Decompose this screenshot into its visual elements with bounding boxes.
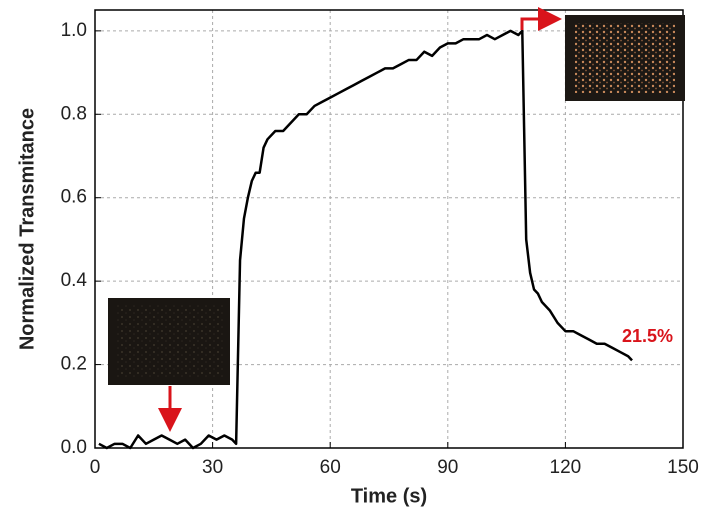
y-tick-label: 1.0 <box>61 20 87 41</box>
y-tick-label: 0.8 <box>61 103 87 124</box>
data-line <box>98 29 633 450</box>
x-tick-label: 150 <box>667 457 699 478</box>
y-tick-label: 0.0 <box>61 437 87 458</box>
y-tick-label: 0.2 <box>61 354 87 375</box>
y-tick-label: 0.6 <box>61 187 87 208</box>
annotation: 21.5% <box>622 326 673 346</box>
y-axis-title: Normalized Transmitance <box>16 108 38 350</box>
x-tick-label: 120 <box>550 457 582 478</box>
inset-high <box>565 15 685 101</box>
x-tick-label: 0 <box>90 457 101 478</box>
x-tick-label: 30 <box>202 457 223 478</box>
inset-low <box>108 298 230 385</box>
x-axis-title: Time (s) <box>351 485 427 507</box>
plot-frame <box>94 9 684 449</box>
x-tick-label: 90 <box>437 457 458 478</box>
y-tick-label: 0.4 <box>61 270 88 291</box>
arrow <box>520 7 562 31</box>
x-tick-label: 60 <box>320 457 341 478</box>
